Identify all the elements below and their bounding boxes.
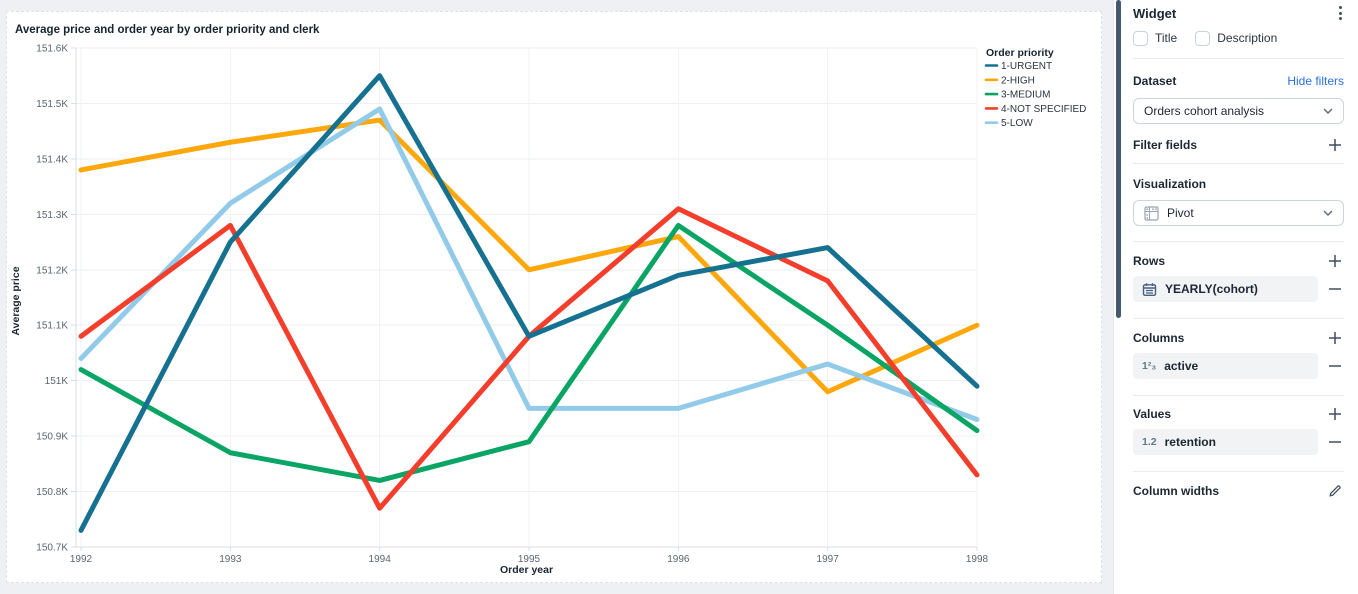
y-axis-title: Average price <box>10 266 22 335</box>
y-tick-label: 150.9K <box>36 432 68 443</box>
column-widths-heading: Column widths <box>1133 484 1219 498</box>
add-value-button[interactable] <box>1326 405 1344 423</box>
divider <box>1133 163 1344 164</box>
remove-column-button[interactable] <box>1326 357 1344 375</box>
kebab-menu-icon[interactable] <box>1337 4 1344 22</box>
description-checkbox-label: Description <box>1217 31 1278 45</box>
legend-label-1-URGENT[interactable]: 1-URGENT <box>1001 61 1052 72</box>
y-tick-label: 150.8K <box>36 487 68 498</box>
columns-field-active[interactable]: 1²₃ active <box>1133 353 1318 379</box>
minus-icon <box>1329 441 1341 443</box>
x-tick-label: 1992 <box>70 554 93 565</box>
widget-config-panel: Widget Title Description Dataset Hide fi… <box>1113 0 1358 594</box>
title-checkbox-row[interactable]: Title <box>1133 30 1178 46</box>
title-checkbox[interactable] <box>1133 30 1148 46</box>
legend-label-4-NOT SPECIFIED[interactable]: 4-NOT SPECIFIED <box>1001 104 1086 115</box>
rows-field-label: YEARLY(cohort) <box>1165 282 1258 296</box>
chart-title: Average price and order year by order pr… <box>15 24 320 36</box>
x-tick-label: 1998 <box>966 554 989 565</box>
description-checkbox-row[interactable]: Description <box>1195 30 1278 46</box>
dataset-select[interactable]: Orders cohort analysis <box>1133 98 1344 124</box>
values-heading: Values <box>1133 407 1172 421</box>
rows-field-yearly-cohort[interactable]: YEARLY(cohort) <box>1133 276 1318 302</box>
pencil-icon <box>1329 485 1341 497</box>
add-column-button[interactable] <box>1326 329 1344 347</box>
plus-icon <box>1329 332 1341 344</box>
y-tick-label: 151.4K <box>36 154 68 165</box>
chart-widget-card: Average price and order year by order pr… <box>6 11 1102 583</box>
add-row-button[interactable] <box>1326 252 1344 270</box>
minus-icon <box>1329 365 1341 367</box>
minus-icon <box>1329 288 1341 290</box>
divider <box>1133 241 1344 242</box>
visualization-select[interactable]: Pivot <box>1133 200 1344 226</box>
description-checkbox[interactable] <box>1195 30 1211 46</box>
values-field-label: retention <box>1164 435 1216 449</box>
hide-filters-link[interactable]: Hide filters <box>1287 74 1344 88</box>
legend-title: Order priority <box>986 47 1054 59</box>
filter-fields-heading: Filter fields <box>1133 138 1198 152</box>
legend-label-3-MEDIUM[interactable]: 3-MEDIUM <box>1001 90 1050 101</box>
panel-title: Widget <box>1133 5 1177 21</box>
series-line-1-URGENT[interactable] <box>78 73 980 533</box>
y-tick-label: 151.1K <box>36 321 68 332</box>
remove-row-button[interactable] <box>1326 280 1344 298</box>
y-tick-label: 151.2K <box>36 265 68 276</box>
chevron-down-icon <box>1323 108 1333 114</box>
legend-label-5-LOW[interactable]: 5-LOW <box>1001 118 1033 129</box>
divider <box>1133 318 1344 319</box>
plus-icon <box>1329 408 1341 420</box>
series-line-2-HIGH[interactable] <box>78 117 980 395</box>
pivot-icon <box>1144 205 1159 221</box>
calendar-icon <box>1142 282 1157 296</box>
columns-heading: Columns <box>1133 331 1185 345</box>
x-tick-label: 1993 <box>219 554 242 565</box>
edit-column-widths-button[interactable] <box>1326 482 1344 500</box>
visualization-heading: Visualization <box>1133 177 1207 191</box>
number-field-icon: 1²₃ <box>1142 360 1157 372</box>
values-field-retention[interactable]: 1.2 retention <box>1133 429 1318 455</box>
x-tick-label: 1997 <box>817 554 840 565</box>
series-line-5-LOW[interactable] <box>78 106 980 422</box>
plus-icon <box>1329 139 1341 151</box>
x-tick-label: 1995 <box>518 554 541 565</box>
decimal-field-icon: 1.2 <box>1142 436 1157 448</box>
remove-value-button[interactable] <box>1326 433 1344 451</box>
x-tick-label: 1994 <box>369 554 392 565</box>
y-tick-label: 151.3K <box>36 210 68 221</box>
divider <box>1133 471 1344 472</box>
rows-heading: Rows <box>1133 254 1166 268</box>
y-tick-label: 151.6K <box>36 44 68 55</box>
divider <box>1133 58 1344 59</box>
line-chart: 151.6K 151.5K 151.4K 151.3K 151.2K 151.1K 151K… <box>10 44 1086 577</box>
add-filter-field-button[interactable] <box>1326 136 1344 154</box>
divider <box>1133 395 1344 396</box>
title-checkbox-label: Title <box>1155 31 1178 45</box>
plus-icon <box>1329 255 1341 267</box>
chevron-down-icon <box>1323 210 1333 216</box>
y-tick-label: 150.7K <box>36 543 68 554</box>
columns-field-label: active <box>1164 359 1199 373</box>
dataset-selected-value: Orders cohort analysis <box>1144 104 1265 118</box>
x-tick-label: 1996 <box>667 554 690 565</box>
series-line-3-MEDIUM[interactable] <box>78 222 980 483</box>
panel-scrollbar[interactable] <box>1116 0 1121 318</box>
y-tick-label: 151K <box>45 376 69 387</box>
y-tick-label: 151.5K <box>36 99 68 110</box>
x-axis-title: Order year <box>500 564 553 576</box>
dataset-heading: Dataset <box>1133 74 1177 88</box>
legend-label-2-HIGH[interactable]: 2-HIGH <box>1001 75 1035 86</box>
visualization-selected-value: Pivot <box>1167 206 1194 220</box>
